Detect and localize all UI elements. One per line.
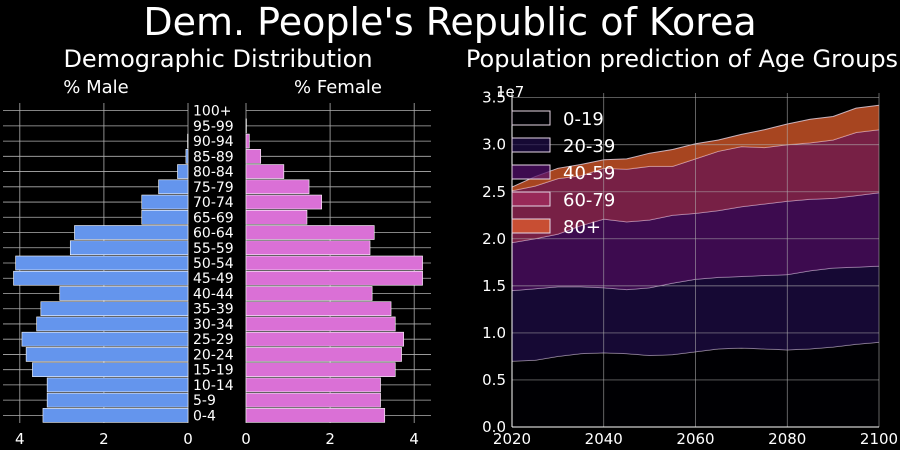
age-group-label: 30-34	[193, 317, 234, 333]
male-bar	[42, 408, 189, 423]
male-bar	[141, 194, 189, 210]
male-x-tick-label: 4	[15, 430, 25, 448]
legend-label: 0-19	[563, 109, 604, 130]
x-tick-label: 2100	[860, 430, 898, 448]
female-bar	[245, 392, 381, 408]
area-chart-panel: 0.0 0.5 1.0 1.5 2.0 2.5 3.0 3.5 2020 2040 2060 2080…	[482, 89, 898, 448]
legend-label: 20-39	[563, 136, 615, 157]
female-axis-title: % Female	[294, 77, 382, 98]
female-bar	[245, 377, 381, 393]
male-bar	[59, 286, 189, 301]
age-group-label: 45-49	[193, 271, 234, 287]
female-bar	[245, 179, 310, 195]
age-group-label: 50-54	[193, 256, 234, 272]
x-tick-label: 2040	[585, 430, 623, 448]
legend-label: 60-79	[563, 190, 615, 211]
legend-swatch	[511, 164, 551, 180]
age-group-label: 60-64	[193, 226, 234, 242]
male-bar	[25, 347, 189, 362]
female-bar	[245, 286, 373, 301]
female-x-tick-label: 2	[325, 430, 335, 448]
age-group-label: 25-29	[193, 332, 234, 348]
age-group-label: 0-4	[193, 408, 216, 424]
female-x-tick-label: 4	[409, 430, 419, 448]
legend-label: 40-59	[563, 163, 615, 184]
female-bar	[245, 316, 396, 332]
male-pyramid-panel: 4 2 0	[3, 103, 193, 448]
female-bar	[245, 331, 404, 347]
age-group-label: 40-44	[193, 286, 234, 302]
female-bar	[245, 408, 386, 423]
x-tick-label: 2060	[676, 430, 714, 448]
female-bar	[245, 149, 262, 164]
age-group-label: 35-39	[193, 302, 234, 318]
y-tick-label: 3.5	[482, 89, 506, 107]
male-x-tick-label: 2	[99, 430, 109, 448]
female-bar	[245, 194, 322, 210]
female-bar	[245, 209, 308, 225]
y-tick-label: 0.0	[482, 418, 506, 436]
area-chart-title: Population prediction of Age Groups	[466, 45, 898, 73]
x-tick-label: 2080	[768, 430, 806, 448]
age-group-label: 20-24	[193, 347, 234, 363]
y-tick-label: 3.0	[482, 136, 506, 154]
female-bar	[245, 133, 250, 149]
male-axis-title: % Male	[63, 77, 128, 98]
legend-swatch	[511, 110, 551, 126]
y-tick-label: 1.0	[482, 324, 506, 342]
male-bar	[46, 377, 189, 393]
male-bar	[185, 149, 189, 164]
age-group-label: 80-84	[193, 165, 234, 181]
age-group-label: 65-69	[193, 210, 234, 226]
age-group-label: 90-94	[193, 134, 234, 150]
y-tick-label: 2.5	[482, 183, 506, 201]
female-x-tick-label: 0	[241, 430, 251, 448]
female-bar	[245, 362, 396, 377]
female-bar	[245, 225, 375, 240]
pyramid-title: Demographic Distribution	[63, 45, 372, 73]
male-bar	[74, 225, 189, 240]
male-bar	[40, 301, 189, 317]
page-title: Dem. People's Republic of Korea	[143, 0, 757, 44]
x-tick-label: 2020	[493, 430, 531, 448]
age-group-labels: 0-45-910-1415-1920-2425-2930-3435-3940-4…	[193, 104, 234, 425]
age-group-label: 5-9	[193, 393, 216, 409]
female-bar	[245, 301, 392, 317]
age-group-label: 10-14	[193, 378, 234, 394]
y-axis-multiplier: 1e7	[496, 83, 524, 101]
y-tick-label: 0.5	[482, 371, 506, 389]
legend-swatch	[511, 218, 551, 234]
legend-swatch	[511, 191, 551, 207]
female-pyramid-panel: 0 2 4	[241, 103, 431, 448]
area-chart-legend: 0-19 20-39 40-59 60-79 80+	[511, 109, 615, 238]
male-bar	[13, 270, 189, 286]
age-group-label: 95-99	[193, 119, 234, 135]
male-bar	[69, 240, 189, 256]
female-bar	[245, 164, 285, 179]
age-group-label: 70-74	[193, 195, 234, 211]
y-tick-label: 2.0	[482, 230, 506, 248]
legend-swatch	[511, 137, 551, 153]
age-group-label: 100+	[193, 104, 231, 120]
male-x-tick-label: 0	[183, 430, 193, 448]
female-bar	[245, 240, 371, 256]
age-group-label: 15-19	[193, 363, 234, 379]
female-bar	[245, 347, 402, 362]
male-bar	[141, 209, 189, 225]
legend-label: 80+	[563, 217, 601, 238]
male-bar	[15, 255, 189, 271]
male-bar	[158, 179, 189, 195]
male-bar	[177, 164, 189, 179]
female-bar	[245, 255, 423, 271]
female-bar	[245, 270, 423, 286]
y-tick-label: 1.5	[482, 277, 506, 295]
male-bar	[36, 316, 189, 332]
male-bar	[46, 392, 189, 408]
age-group-label: 85-89	[193, 149, 234, 165]
male-bar	[32, 362, 189, 377]
age-group-label: 55-59	[193, 241, 234, 257]
male-bar	[21, 331, 189, 347]
age-group-label: 75-79	[193, 180, 234, 196]
